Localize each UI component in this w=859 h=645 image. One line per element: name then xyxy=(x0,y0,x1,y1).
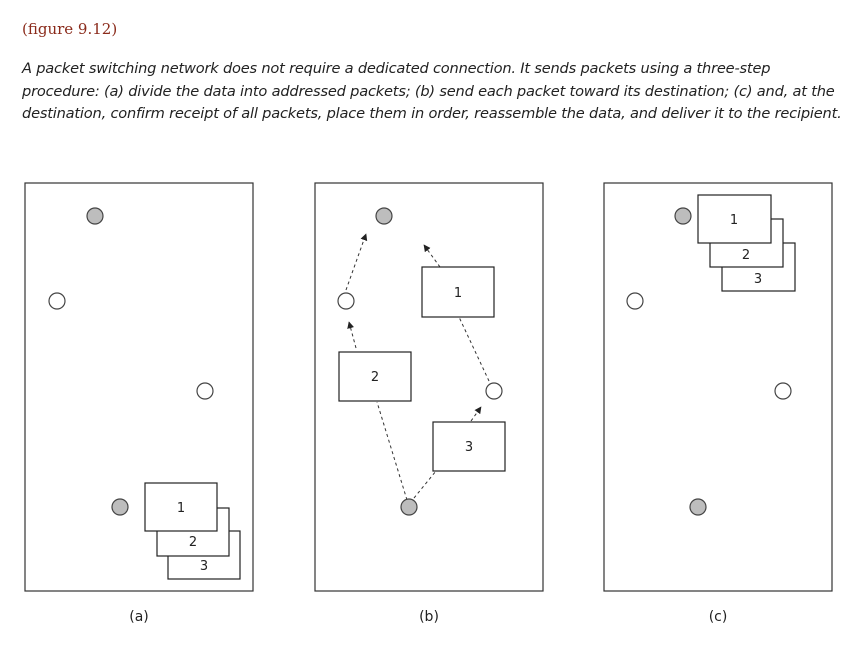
node-empty xyxy=(337,292,355,310)
route-lines xyxy=(345,233,490,501)
node-empty xyxy=(485,382,503,400)
node-filled-destination xyxy=(375,207,393,225)
node-filled-destination xyxy=(674,207,692,225)
packet-2-label: 2 xyxy=(371,370,379,385)
panel-b-label: (b) xyxy=(419,609,439,625)
packet-1: 1 xyxy=(144,482,218,532)
panel-a: 3 2 1 (a) xyxy=(24,182,254,625)
route-arrow xyxy=(345,233,368,291)
figure-caption: A packet switching network does not requ… xyxy=(22,60,842,122)
packet-1: 1 xyxy=(421,266,495,318)
node-filled xyxy=(689,498,707,516)
packet-1: 1 xyxy=(697,194,772,244)
node-empty xyxy=(626,292,644,310)
packet-1-label: 1 xyxy=(177,501,185,516)
packet-3-label: 3 xyxy=(465,440,473,455)
panel-a-label: (a) xyxy=(129,609,149,625)
node-empty xyxy=(774,382,792,400)
panel-c: 3 2 1 (c) xyxy=(603,182,833,625)
node-filled xyxy=(86,207,104,225)
packet-2-label: 2 xyxy=(189,535,197,550)
node-empty xyxy=(48,292,66,310)
packet-1-label: 1 xyxy=(454,286,462,301)
node-filled-source xyxy=(111,498,129,516)
packet-1-label: 1 xyxy=(730,213,738,228)
panel-b: 1 2 3 (b) xyxy=(314,182,544,625)
panel-c-label: (c) xyxy=(709,609,728,625)
node-empty xyxy=(196,382,214,400)
route-segment xyxy=(376,401,408,501)
packet-2-label: 2 xyxy=(742,248,750,263)
route-arrow xyxy=(470,406,482,422)
node-filled-source xyxy=(400,498,418,516)
packet-2: 2 xyxy=(338,351,412,402)
figure-number: (figure 9.12) xyxy=(22,20,118,38)
route-arrow xyxy=(423,244,441,268)
packet-3-label: 3 xyxy=(200,559,208,574)
route-arrow xyxy=(347,321,357,349)
packet-3-label: 3 xyxy=(754,272,762,287)
packet-3: 3 xyxy=(432,421,506,472)
